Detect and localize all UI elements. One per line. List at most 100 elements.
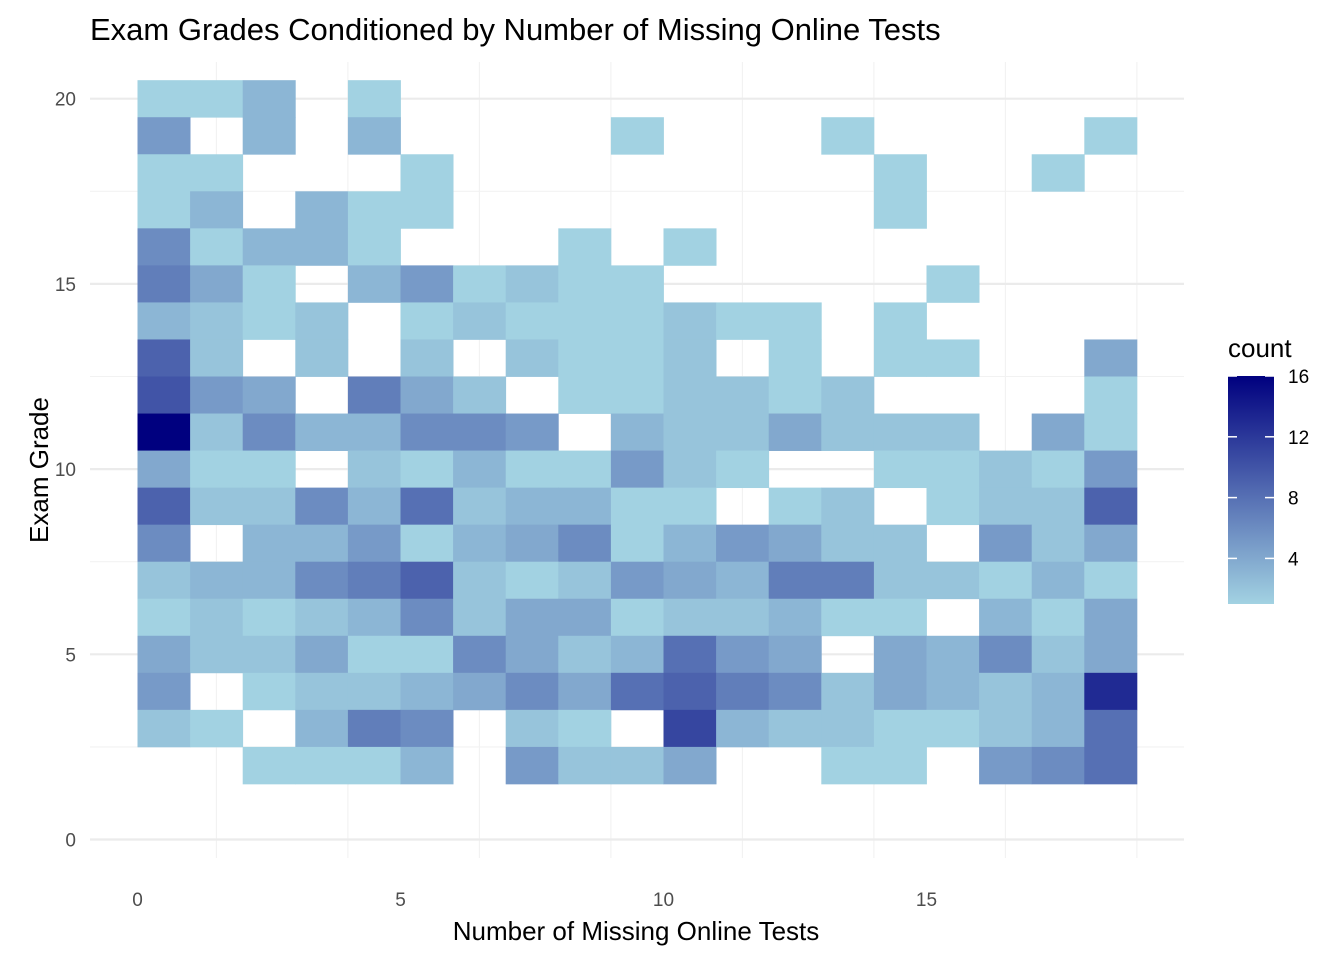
heatmap-tile [979,672,1033,711]
heatmap-tile [137,598,191,637]
heatmap-tile [663,672,717,711]
heatmap-tile [190,413,244,451]
heatmap-tile [873,154,927,192]
heatmap-tile [663,339,717,377]
heatmap-tile [347,191,401,229]
heatmap-tile [768,561,822,600]
heatmap-tile [558,635,612,674]
legend-ticks: 4 8 12 16 [1228,367,1309,570]
heatmap-tile [768,376,822,414]
heatmap-tile [400,154,454,192]
heatmap-tile [347,598,401,637]
heatmap-tile [190,191,244,229]
heatmap-tile [190,339,244,377]
heatmap-tile [347,376,401,414]
heatmap-tile [400,302,454,340]
heatmap-tile [347,672,401,711]
heatmap-tile [663,376,717,414]
chart-title: Exam Grades Conditioned by Number of Mis… [90,12,941,47]
heatmap-tiles [137,80,1138,785]
heatmap-tile [716,709,770,748]
heatmap-tile [1084,413,1138,451]
legend: count 4 8 12 16 [1228,333,1309,604]
heatmap-tile [137,635,191,674]
heatmap-tile [400,376,454,414]
heatmap-tile [1031,450,1085,489]
heatmap-tile [979,598,1033,637]
heatmap-tile [873,561,927,600]
heatmap-tile [873,746,927,785]
heatmap-tile [453,524,507,563]
heatmap-tile [1084,635,1138,674]
heatmap-tile [505,709,559,748]
heatmap-tile [505,265,559,303]
x-axis-title: Number of Missing Online Tests [453,916,820,946]
legend-tick-label: 8 [1288,489,1299,510]
heatmap-tile [137,709,191,748]
heatmap-tile [505,413,559,451]
heatmap-tile [505,635,559,674]
heatmap-tile [505,672,559,711]
heatmap-tile [610,117,664,155]
heatmap-tile [926,339,980,377]
heatmap-tile [663,746,717,785]
heatmap-tile [505,524,559,563]
heatmap-tile [242,376,296,414]
heatmap-tile [821,413,875,451]
heatmap-tile [137,524,191,563]
heatmap-tile [926,413,980,451]
heatmap-tile [768,672,822,711]
heatmap-tile [558,598,612,637]
heatmap-tile [295,672,349,711]
heatmap-tile [295,524,349,563]
heatmap-tile [1031,598,1085,637]
heatmap-tile [347,487,401,526]
heatmap-tile [873,450,927,489]
heatmap-tile [505,339,559,377]
heatmap-tile [347,228,401,266]
legend-tick-label: 4 [1288,549,1299,570]
heatmap-tile [1084,339,1138,377]
heatmap-tile [137,302,191,340]
heatmap-tile [137,561,191,600]
heatmap-tile [295,561,349,600]
heatmap-tile [242,598,296,637]
heatmap-tile [400,746,454,785]
heatmap-tile [716,524,770,563]
heatmap-tile [610,746,664,785]
heatmap-tile [242,228,296,266]
heatmap-tile [558,450,612,489]
heatmap-tile [505,561,559,600]
heatmap-tile [295,746,349,785]
heatmap-tile [242,117,296,155]
heatmap-tile [1084,117,1138,155]
heatmap-tile [295,487,349,526]
heatmap-tile [663,635,717,674]
y-tick-label: 0 [65,831,76,852]
heatmap-tile [558,524,612,563]
heatmap-tile [190,487,244,526]
heatmap-tile [768,524,822,563]
heatmap-tile [190,376,244,414]
y-tick-label: 10 [55,460,76,481]
heatmap-tile [190,302,244,340]
heatmap-tile [453,561,507,600]
heatmap-tile [453,598,507,637]
heatmap-tile [1084,598,1138,637]
heatmap-tile [873,339,927,377]
heatmap-tile [505,302,559,340]
heatmap-tile [979,450,1033,489]
heatmap-tile [190,561,244,600]
heatmap-tile [1031,413,1085,451]
heatmap-tile [558,339,612,377]
heatmap-tile [453,376,507,414]
heatmap-tile [347,709,401,748]
heatmap-tile [190,598,244,637]
heatmap-tile [610,265,664,303]
heatmap-tile [453,265,507,303]
heatmap-tile [347,524,401,563]
y-axis-title: Exam Grade [24,397,54,543]
heatmap-tile [1031,746,1085,785]
heatmap-tile [873,302,927,340]
